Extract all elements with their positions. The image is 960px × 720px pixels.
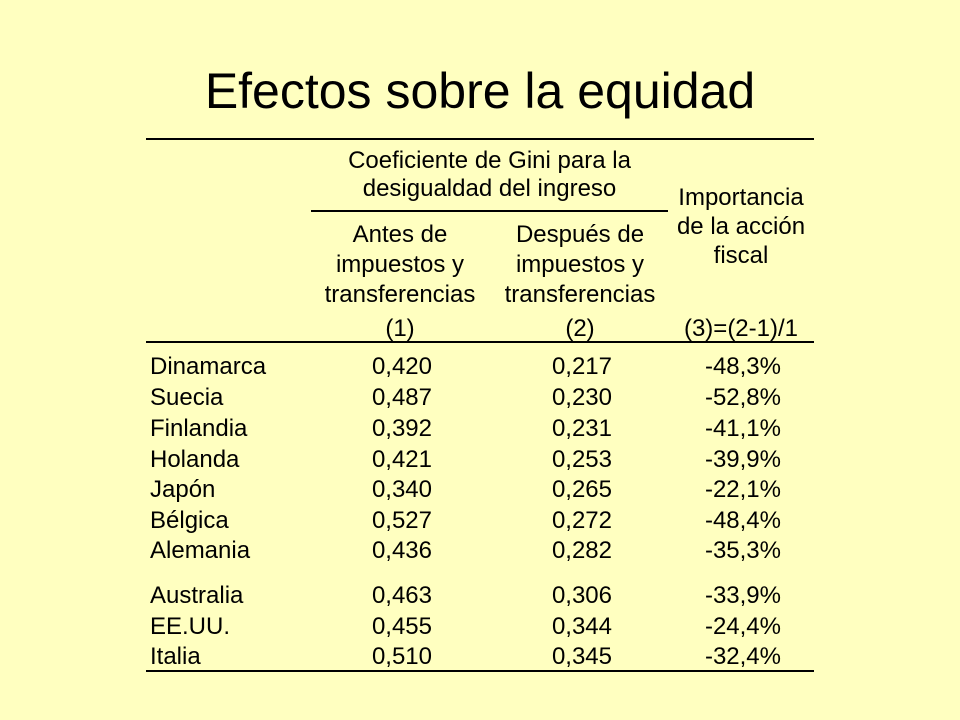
- fiscal-effect-cell: -41,1%: [704, 415, 781, 442]
- col1-header-line2: impuestos y: [335, 251, 465, 278]
- group-header-rule: [311, 210, 668, 212]
- col2-header-line3: transferencias: [504, 281, 656, 308]
- country-cell: Dinamarca: [150, 353, 267, 380]
- gini-after-cell: 0,253: [551, 446, 612, 473]
- table-top-rule: [146, 138, 814, 140]
- gini-after-cell: 0,282: [551, 537, 612, 564]
- gini-before-cell: 0,436: [371, 537, 432, 564]
- gini-before-cell: 0,392: [371, 415, 432, 442]
- gini-after-cell: 0,230: [551, 384, 612, 411]
- col2-header-line2: impuestos y: [515, 251, 645, 278]
- col1-header-line3: transferencias: [324, 281, 476, 308]
- col3-header-line3: fiscal: [713, 242, 769, 269]
- gini-before-cell: 0,487: [371, 384, 432, 411]
- gini-after-cell: 0,265: [551, 476, 612, 503]
- col1-header-line1: Antes de: [352, 221, 448, 248]
- gini-after-cell: 0,217: [551, 353, 612, 380]
- slide-title: Efectos sobre la equidad: [204, 63, 756, 119]
- country-cell: Suecia: [150, 384, 224, 411]
- gini-before-cell: 0,510: [371, 643, 432, 670]
- fiscal-effect-cell: -48,4%: [704, 507, 781, 534]
- fiscal-effect-cell: -39,9%: [704, 446, 781, 473]
- country-cell: Alemania: [150, 537, 251, 564]
- fiscal-effect-cell: -32,4%: [704, 643, 781, 670]
- fiscal-effect-cell: -52,8%: [704, 384, 781, 411]
- gini-before-cell: 0,340: [371, 476, 432, 503]
- gini-before-cell: 0,463: [371, 582, 432, 609]
- gini-after-cell: 0,306: [551, 582, 612, 609]
- group-header-line2: desigualdad del ingreso: [362, 175, 617, 202]
- country-cell: Bélgica: [150, 507, 229, 534]
- fiscal-effect-cell: -24,4%: [704, 613, 781, 640]
- fiscal-effect-cell: -33,9%: [704, 582, 781, 609]
- table-bottom-rule: [146, 670, 814, 672]
- col1-number: (1): [385, 315, 415, 342]
- gini-before-cell: 0,455: [371, 613, 432, 640]
- col2-number: (2): [565, 315, 595, 342]
- country-cell: Australia: [150, 582, 244, 609]
- col3-header-line1: Importancia: [678, 184, 804, 211]
- gini-after-cell: 0,272: [551, 507, 612, 534]
- fiscal-effect-cell: -22,1%: [704, 476, 781, 503]
- gini-after-cell: 0,231: [551, 415, 612, 442]
- header-bottom-rule: [146, 341, 814, 343]
- country-cell: Italia: [150, 643, 201, 670]
- col2-header-line1: Después de: [515, 221, 645, 248]
- country-cell: EE.UU.: [150, 613, 231, 640]
- gini-before-cell: 0,527: [371, 507, 432, 534]
- gini-before-cell: 0,421: [371, 446, 432, 473]
- country-cell: Finlandia: [150, 415, 248, 442]
- gini-before-cell: 0,420: [371, 353, 432, 380]
- col3-header-line2: de la acción: [676, 213, 806, 240]
- gini-after-cell: 0,345: [551, 643, 612, 670]
- country-cell: Japón: [150, 476, 216, 503]
- group-header-line1: Coeficiente de Gini para la: [348, 147, 631, 174]
- col3-formula: (3)=(2-1)/1: [683, 315, 799, 342]
- fiscal-effect-cell: -48,3%: [704, 353, 781, 380]
- fiscal-effect-cell: -35,3%: [704, 537, 781, 564]
- country-cell: Holanda: [150, 446, 240, 473]
- gini-after-cell: 0,344: [551, 613, 612, 640]
